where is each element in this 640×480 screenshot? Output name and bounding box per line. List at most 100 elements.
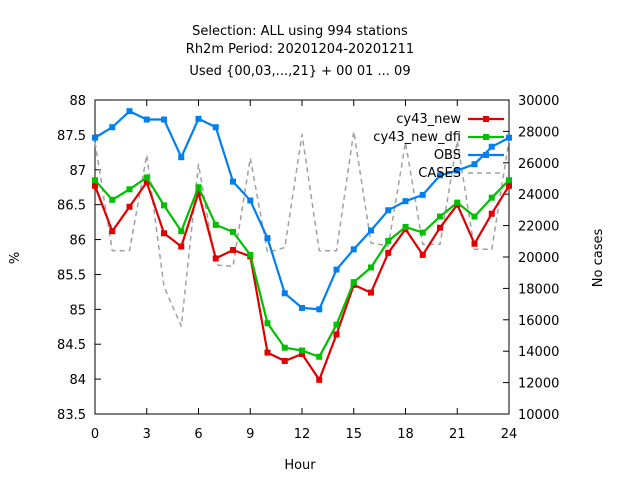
data-point-obs (264, 235, 271, 242)
data-point-cy43-new-dfi (316, 353, 323, 360)
y2-tick-label: 16000 (518, 314, 559, 329)
legend-label-obs: OBS (434, 148, 461, 163)
data-point-cy43-new-dfi (143, 174, 150, 181)
y-tick-label: 85.5 (57, 268, 86, 283)
data-point-cy43-new-dfi (281, 344, 288, 351)
data-point-obs (471, 161, 478, 168)
data-point-obs (161, 116, 167, 123)
legend-label-cy43-new: cy43_new (396, 112, 461, 127)
data-point-cy43-new-dfi (178, 228, 185, 235)
title-line-1: Selection: ALL using 994 stations (192, 24, 408, 39)
data-point-cy43-new (178, 243, 185, 250)
data-point-obs (506, 134, 512, 141)
axes-ticks: 0 3 6 9 12 15 18 21 24 83.5 84 84.5 85 85.5 86 86.5 87 87… (57, 94, 559, 442)
data-point-cy43-new (212, 255, 219, 262)
data-point-cy43-new-dfi (92, 177, 98, 184)
series-line-cases (94, 130, 510, 327)
data-point-cy43-new-dfi (126, 186, 133, 193)
data-point-cy43-new (161, 230, 167, 237)
data-point-cy43-new-dfi (506, 177, 512, 184)
y2-tick-label: 22000 (518, 220, 559, 235)
data-point-obs (230, 178, 236, 185)
x-tick-label: 0 (91, 427, 99, 442)
data-point-obs (143, 116, 150, 123)
x-tick-label: 12 (294, 427, 311, 442)
data-point-cy43-new (109, 228, 116, 235)
x-tick-label: 6 (194, 427, 202, 442)
title-line-3: Used {00,03,...,21} + 00 01 ... 09 (189, 64, 410, 79)
data-point-cy43-new (316, 376, 323, 383)
x-tick-label: 15 (345, 427, 362, 442)
y2-tick-label: 12000 (518, 377, 559, 392)
data-point-cy43-new-dfi (109, 196, 116, 203)
chart-title: Selection: ALL using 994 stations Rh2m P… (186, 24, 414, 79)
y2-tick-label: 18000 (518, 282, 559, 297)
x-tick-label: 9 (246, 427, 254, 442)
data-point-obs (178, 154, 185, 161)
data-point-obs (299, 304, 305, 311)
data-point-cy43-new-dfi (212, 221, 219, 228)
series-line-cy43-new-dfi (94, 176, 510, 358)
x-tick-label: 24 (501, 427, 518, 442)
x-tick-label: 21 (449, 427, 466, 442)
x-tick-label: 18 (397, 427, 414, 442)
y-tick-label: 84.5 (57, 338, 86, 353)
data-point-cy43-new (299, 350, 305, 357)
data-point-obs (350, 246, 357, 253)
data-point-cy43-new (506, 182, 512, 189)
title-line-2: Rh2m Period: 20201204-20201211 (186, 42, 414, 57)
data-point-obs (385, 207, 392, 214)
y-tick-label: 83.5 (57, 408, 86, 423)
x-axis-label: Hour (284, 458, 316, 473)
legend-label-cy43-new-dfi: cy43_new_dfi (373, 130, 461, 145)
data-point-cy43-new-dfi (264, 320, 271, 327)
y-tick-label: 85 (69, 303, 86, 318)
y-tick-label: 86 (69, 234, 86, 249)
data-point-cy43-new (195, 189, 202, 196)
series-layer (92, 108, 512, 383)
legend-label-cases: CASES (418, 166, 461, 181)
data-point-obs (437, 172, 443, 179)
y2-tick-label: 26000 (518, 157, 559, 172)
x-tick-label: 3 (143, 427, 151, 442)
data-point-obs (454, 167, 461, 174)
data-point-cy43-new-dfi (230, 228, 236, 235)
data-point-obs (333, 266, 340, 273)
data-point-cy43-new-dfi (350, 279, 357, 286)
data-point-cy43-new (368, 289, 374, 296)
data-point-obs (281, 290, 288, 297)
data-point-cy43-new (471, 240, 478, 247)
data-point-cy43-new-dfi (454, 199, 461, 206)
data-point-obs (92, 134, 98, 141)
data-point-cy43-new-dfi (368, 264, 374, 271)
legend-marker-obs (483, 152, 489, 158)
data-point-cy43-new (281, 357, 288, 364)
y-tick-label: 88 (69, 94, 86, 109)
data-point-obs (212, 124, 219, 131)
data-point-cy43-new-dfi (419, 229, 426, 236)
data-point-cy43-new (92, 182, 98, 189)
data-point-cy43-new-dfi (471, 213, 478, 220)
data-point-cy43-new (488, 210, 495, 217)
data-point-cy43-new-dfi (299, 347, 305, 354)
y-tick-label: 84 (69, 373, 86, 388)
data-point-cy43-new-dfi (195, 184, 202, 191)
data-point-obs (126, 108, 133, 115)
data-point-cy43-new (333, 331, 340, 338)
data-point-obs (195, 115, 202, 122)
y2-tick-label: 24000 (518, 188, 559, 203)
data-point-obs (247, 197, 254, 204)
legend-marker-cy43-new-dfi (483, 134, 489, 140)
y2-tick-label: 20000 (518, 251, 559, 266)
y2-tick-label: 10000 (518, 408, 559, 423)
y2-tick-label: 28000 (518, 125, 559, 140)
data-point-obs (402, 198, 409, 205)
data-point-obs (488, 143, 495, 150)
y-axis-label: % (8, 252, 23, 264)
y-tick-label: 87 (69, 164, 86, 179)
data-point-cy43-new-dfi (333, 321, 340, 328)
data-point-obs (316, 306, 323, 313)
data-point-cy43-new-dfi (385, 237, 392, 244)
data-point-cy43-new (143, 179, 150, 186)
